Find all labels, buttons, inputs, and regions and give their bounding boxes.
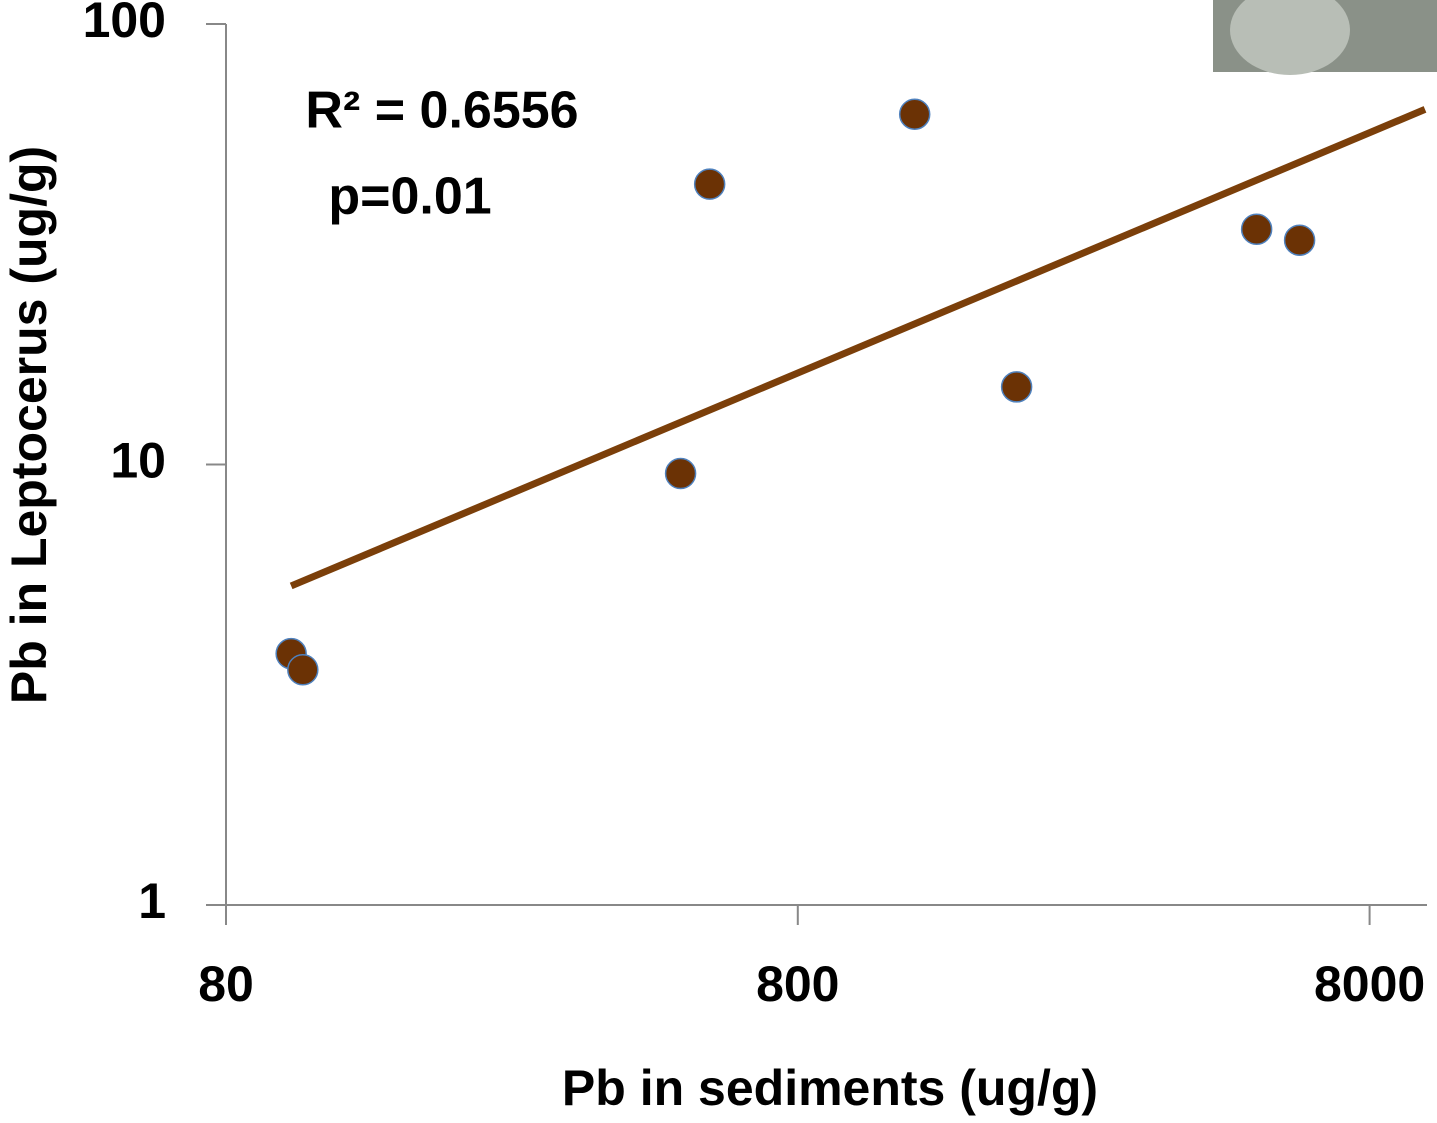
y-tick-label: 1 bbox=[138, 873, 166, 929]
x-tick-label: 80 bbox=[198, 956, 254, 1012]
data-point bbox=[664, 457, 697, 490]
data-point bbox=[898, 98, 931, 130]
x-tick-label: 8000 bbox=[1314, 956, 1425, 1012]
data-point bbox=[1240, 213, 1273, 246]
r-squared-annotation: R² = 0.6556 bbox=[305, 82, 578, 140]
data-point bbox=[693, 168, 726, 200]
x-axis-title: Pb in sediments (ug/g) bbox=[562, 1060, 1098, 1116]
data-point bbox=[1283, 224, 1316, 256]
photo-detail bbox=[1230, 0, 1350, 75]
data-point bbox=[287, 654, 319, 686]
y-axis-title: Pb in Leptocerus (ug/g) bbox=[1, 146, 57, 704]
data-point bbox=[1000, 371, 1033, 403]
y-tick-label: 100 bbox=[83, 0, 166, 48]
p-value-annotation: p=0.01 bbox=[328, 168, 491, 226]
trendline bbox=[289, 106, 1427, 590]
y-tick-label: 10 bbox=[110, 433, 166, 489]
x-tick-label: 800 bbox=[756, 956, 839, 1012]
